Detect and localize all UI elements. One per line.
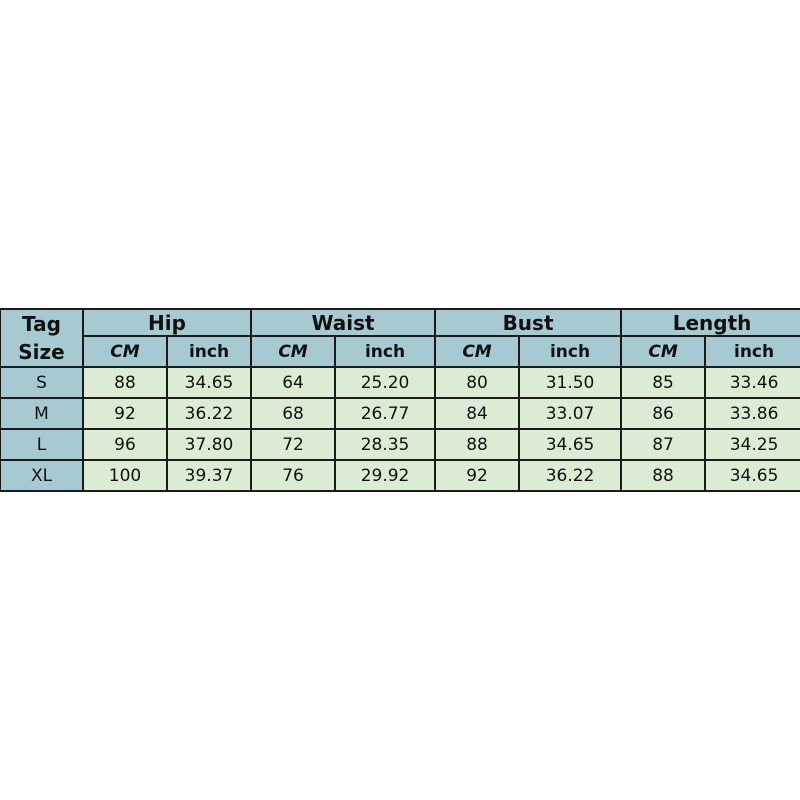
value-cell: 76 bbox=[250, 459, 337, 492]
value-cell: 68 bbox=[250, 397, 337, 430]
value-cell: 39.37 bbox=[165, 459, 253, 492]
unit-cm-header: CM bbox=[250, 335, 337, 368]
size-cell: S bbox=[0, 366, 84, 399]
value-cell: 34.65 bbox=[165, 366, 253, 399]
value-cell: 88 bbox=[620, 459, 707, 492]
size-label: Size bbox=[18, 340, 65, 364]
waist-header: Waist bbox=[250, 307, 437, 338]
tag-label: Tag bbox=[22, 312, 61, 336]
value-cell: 87 bbox=[620, 428, 707, 461]
table-row: L 96 37.80 72 28.35 88 34.65 87 34.25 bbox=[0, 428, 800, 461]
value-cell: 29.92 bbox=[334, 459, 437, 492]
hip-header: Hip bbox=[81, 307, 253, 338]
value-cell: 88 bbox=[82, 366, 168, 399]
value-cell: 88 bbox=[434, 428, 521, 461]
value-cell: 34.65 bbox=[518, 428, 623, 461]
size-cell: M bbox=[0, 397, 84, 430]
value-cell: 72 bbox=[250, 428, 337, 461]
value-cell: 34.25 bbox=[704, 428, 800, 461]
table-row: XL 100 39.37 76 29.92 92 36.22 88 34.65 bbox=[0, 459, 800, 492]
table-row: S 88 34.65 64 25.20 80 31.50 85 33.46 bbox=[0, 366, 800, 399]
value-cell: 100 bbox=[82, 459, 168, 492]
value-cell: 64 bbox=[250, 366, 337, 399]
value-cell: 92 bbox=[434, 459, 521, 492]
table-row: M 92 36.22 68 26.77 84 33.07 86 33.86 bbox=[0, 397, 800, 430]
value-cell: 96 bbox=[82, 428, 168, 461]
value-cell: 33.46 bbox=[704, 366, 800, 399]
unit-inch-header: inch bbox=[518, 335, 623, 368]
tag-size-header: Tag Size bbox=[0, 308, 84, 368]
value-cell: 80 bbox=[434, 366, 521, 399]
size-cell: XL bbox=[0, 459, 84, 492]
value-cell: 33.86 bbox=[704, 397, 800, 430]
length-header: Length bbox=[620, 307, 800, 338]
value-cell: 28.35 bbox=[334, 428, 437, 461]
value-cell: 86 bbox=[620, 397, 707, 430]
unit-cm-header: CM bbox=[434, 335, 521, 368]
value-cell: 31.50 bbox=[518, 366, 623, 399]
value-cell: 36.22 bbox=[518, 459, 623, 492]
value-cell: 34.65 bbox=[704, 459, 800, 492]
value-cell: 85 bbox=[620, 366, 707, 399]
unit-cm-header: CM bbox=[82, 335, 168, 368]
value-cell: 36.22 bbox=[165, 397, 253, 430]
value-cell: 37.80 bbox=[165, 428, 253, 461]
unit-inch-header: inch bbox=[704, 335, 800, 368]
unit-inch-header: inch bbox=[165, 335, 253, 368]
value-cell: 25.20 bbox=[334, 366, 437, 399]
size-chart-table: Tag Size Hip Waist Bust Length CM inch CM in… bbox=[0, 307, 800, 492]
value-cell: 26.77 bbox=[334, 397, 437, 430]
bust-header: Bust bbox=[434, 307, 623, 338]
size-cell: L bbox=[0, 428, 84, 461]
unit-cm-header: CM bbox=[620, 335, 707, 368]
value-cell: 92 bbox=[82, 397, 168, 430]
value-cell: 33.07 bbox=[518, 397, 623, 430]
unit-inch-header: inch bbox=[334, 335, 437, 368]
value-cell: 84 bbox=[434, 397, 521, 430]
